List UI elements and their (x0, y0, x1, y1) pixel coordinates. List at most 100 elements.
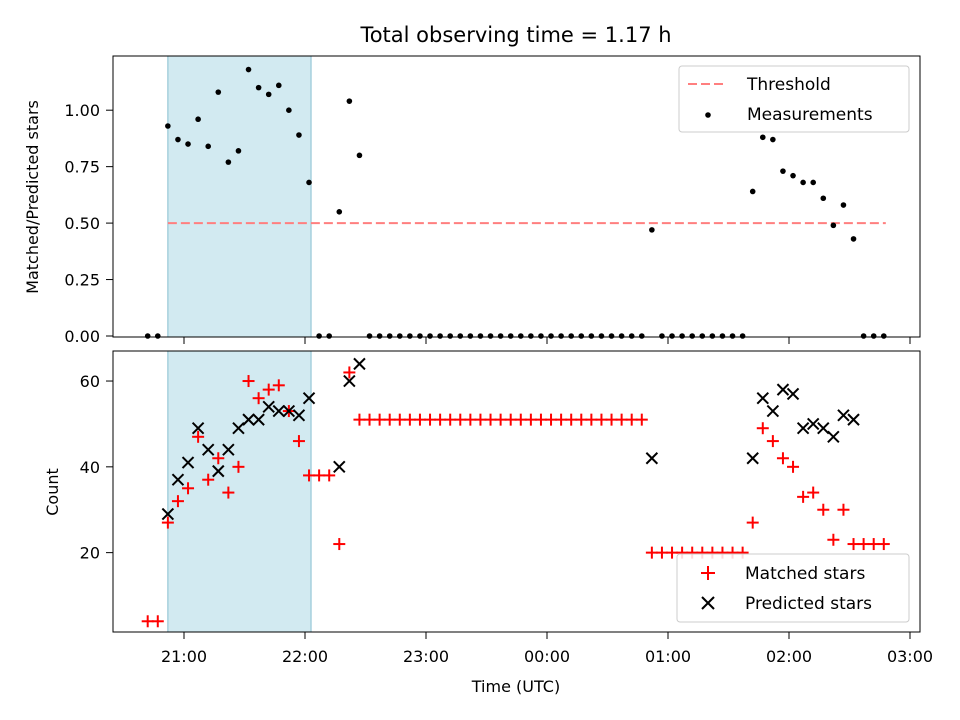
measurement-point (275, 82, 282, 89)
predicted-star-point (796, 422, 810, 435)
measurement-point (638, 333, 645, 339)
legend-matched-swatch (701, 566, 715, 580)
matched-star-point (817, 503, 830, 516)
matched-star-point (877, 538, 890, 551)
predicted-star-point (756, 391, 769, 405)
matched-star-point (514, 413, 527, 426)
y-tick-label: 0.00 (64, 327, 100, 346)
measurement-point (669, 333, 675, 339)
predicted-star-point (746, 452, 759, 465)
measurement-point (649, 227, 655, 233)
legend-matched-label: Matched stars (745, 564, 865, 584)
matched-star-point (625, 413, 638, 426)
matched-star-point (787, 460, 800, 473)
matched-star-point (464, 413, 477, 426)
measurement-point (790, 172, 796, 179)
predicted-star-point (776, 383, 790, 396)
measurement-point (618, 333, 625, 339)
matched-star-point (504, 413, 517, 426)
measurement-point (770, 136, 776, 143)
matched-star-point (756, 422, 769, 435)
measurement-point (679, 333, 685, 339)
matched-star-point (232, 460, 245, 473)
measurement-point (558, 333, 564, 339)
matched-star-point (615, 413, 628, 426)
matched-star-point (141, 615, 154, 628)
predicted-star-point (806, 417, 820, 431)
matched-star-point (363, 413, 376, 426)
matched-star-point (666, 546, 679, 559)
matched-star-point (262, 383, 275, 396)
legend-threshold-label: Threshold (746, 75, 831, 95)
matched-star-point (534, 413, 547, 426)
top-y-axis-label: Matched/Predicted stars (23, 100, 42, 294)
y-tick-label: 60 (80, 372, 100, 391)
matched-star-point (403, 413, 416, 426)
y-tick-label: 0.25 (64, 271, 100, 290)
y-tick-label: 20 (80, 544, 100, 563)
measurement-point (870, 333, 877, 339)
matched-star-point (444, 413, 457, 426)
x-tick-label: 23:00 (403, 647, 449, 666)
measurement-point (880, 333, 887, 339)
measurement-point (528, 333, 534, 339)
predicted-star-point (272, 404, 285, 418)
matched-star-point (171, 495, 184, 508)
measurement-point (578, 333, 585, 339)
observing-window-shade-bottom (167, 350, 312, 633)
measurement-point (517, 333, 524, 339)
predicted-star-point (232, 422, 245, 435)
measurement-point (356, 152, 363, 159)
measurement-point (195, 116, 201, 123)
predicted-star-point (222, 443, 235, 456)
measurement-point (386, 333, 393, 339)
legend-predicted-swatch (701, 596, 715, 610)
matched-star-point (545, 413, 558, 426)
predicted-star-point (161, 507, 175, 521)
matched-star-point (161, 516, 174, 529)
y-tick-label: 40 (80, 458, 100, 477)
measurement-point (296, 132, 302, 138)
matched-star-point (303, 469, 316, 482)
measurement-point (568, 333, 574, 339)
bottom-legend-box (676, 553, 910, 623)
matched-star-point (353, 413, 366, 426)
measurement-point (860, 333, 867, 339)
measurement-point (497, 333, 504, 339)
measurement-point (689, 333, 695, 339)
measurement-point (850, 236, 857, 242)
measurement-point (165, 123, 171, 129)
matched-star-point (585, 413, 598, 426)
matched-star-point (847, 538, 860, 551)
measurement-point (780, 168, 786, 174)
measurement-point (407, 333, 413, 339)
matched-star-point (575, 413, 588, 426)
x-tick-label: 01:00 (645, 647, 691, 666)
measurement-point (366, 333, 373, 339)
measurement-point (286, 107, 292, 113)
legend-predicted-label: Predicted stars (745, 594, 872, 614)
measurement-point (659, 333, 665, 339)
measurement-point (437, 333, 443, 339)
measurement-point (709, 333, 716, 339)
measurement-point (316, 333, 322, 339)
bottom-legend: Matched stars Predicted stars (676, 553, 910, 623)
bottom-axes-frame (112, 350, 921, 633)
matched-star-point (565, 413, 578, 426)
measurement-point (255, 84, 262, 91)
matched-star-point (645, 546, 658, 559)
predicted-star-point (847, 413, 860, 426)
predicted-star-point (252, 413, 265, 426)
predicted-star-point (817, 422, 830, 435)
matched-star-point (797, 490, 810, 503)
measurement-point (336, 209, 343, 215)
measurement-point (215, 89, 222, 95)
predicted-star-point (827, 430, 840, 444)
predicted-star-point (786, 387, 800, 401)
legend-measurements-swatch (705, 112, 711, 118)
matched-star-point (524, 413, 537, 426)
matched-star-point (867, 538, 880, 551)
top-legend-box (678, 65, 910, 133)
predicted-star-point (302, 391, 316, 405)
measurement-point (608, 333, 615, 339)
